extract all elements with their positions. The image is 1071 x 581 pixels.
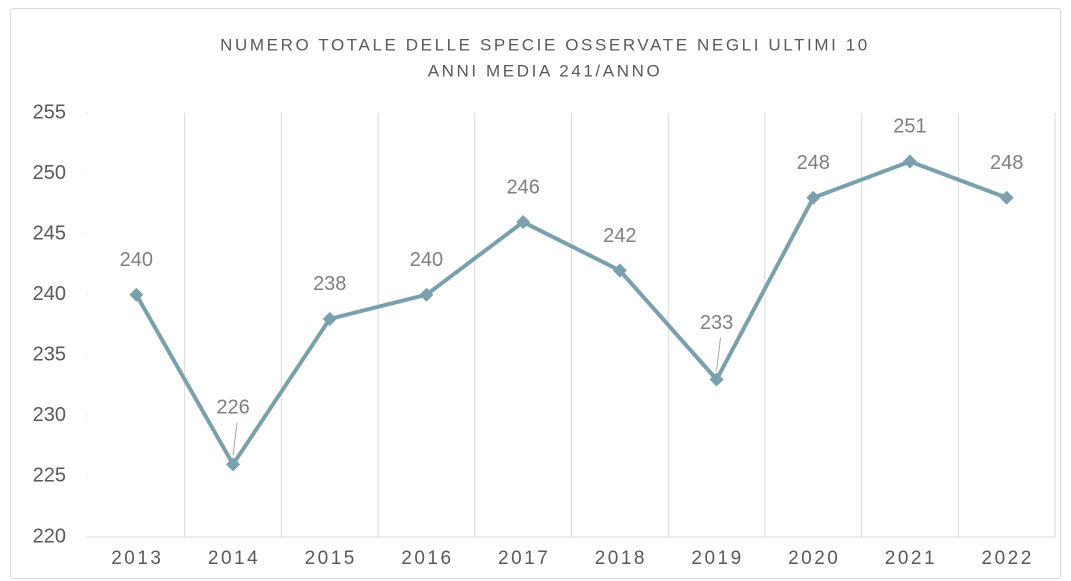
data-label: 240 — [120, 249, 153, 271]
data-label: 233 — [700, 312, 733, 334]
point-marker — [516, 215, 531, 230]
point-marker — [322, 311, 337, 326]
x-tick-label: 2018 — [595, 548, 647, 569]
data-label: 246 — [506, 176, 539, 198]
data-label: 251 — [893, 116, 926, 138]
data-label: 238 — [313, 273, 346, 295]
data-label: 248 — [990, 152, 1023, 174]
x-tick-label: 2022 — [982, 548, 1034, 569]
y-tick-label: 225 — [33, 465, 66, 487]
series-line — [134, 159, 1008, 467]
y-tick-label: 235 — [33, 344, 66, 366]
chart-title: ANNI MEDIA 241/ANNO — [428, 61, 663, 80]
point-marker — [902, 154, 917, 169]
y-tick-label: 220 — [33, 525, 66, 547]
x-tick-label: 2019 — [691, 548, 743, 569]
x-tick-label: 2014 — [208, 548, 260, 569]
x-tick-label: 2017 — [498, 548, 550, 569]
chart-border — [10, 8, 1061, 579]
leader-line — [232, 422, 238, 456]
chart-title: NUMERO TOTALE DELLE SPECIE OSSERVATE NEG… — [220, 35, 870, 54]
point-marker — [129, 287, 144, 302]
x-tick-label: 2013 — [111, 548, 163, 569]
point-marker — [999, 190, 1014, 205]
point-marker — [419, 287, 434, 302]
y-tick-label: 240 — [33, 283, 66, 305]
point-marker — [806, 190, 821, 205]
leader-line — [716, 337, 722, 371]
x-tick-label: 2020 — [788, 548, 840, 569]
point-marker — [709, 372, 724, 387]
x-tick-label: 2015 — [305, 548, 357, 569]
y-tick-label: 250 — [33, 162, 66, 184]
x-tick-label: 2016 — [401, 548, 453, 569]
point-marker — [226, 457, 241, 472]
data-label: 242 — [603, 225, 636, 247]
y-tick-label: 230 — [33, 404, 66, 426]
point-marker — [612, 263, 627, 278]
data-label: 248 — [797, 152, 830, 174]
x-tick-label: 2021 — [885, 548, 937, 569]
y-tick-label: 245 — [33, 222, 66, 244]
data-label: 240 — [410, 249, 443, 271]
y-tick-label: 255 — [33, 101, 66, 123]
data-label: 226 — [216, 397, 249, 419]
